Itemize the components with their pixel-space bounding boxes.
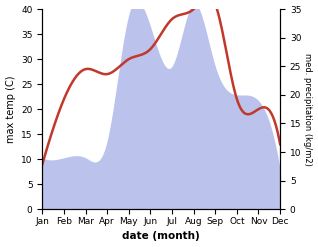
X-axis label: date (month): date (month)	[122, 231, 200, 242]
Y-axis label: max temp (C): max temp (C)	[5, 75, 16, 143]
Y-axis label: med. precipitation (kg/m2): med. precipitation (kg/m2)	[303, 53, 313, 165]
